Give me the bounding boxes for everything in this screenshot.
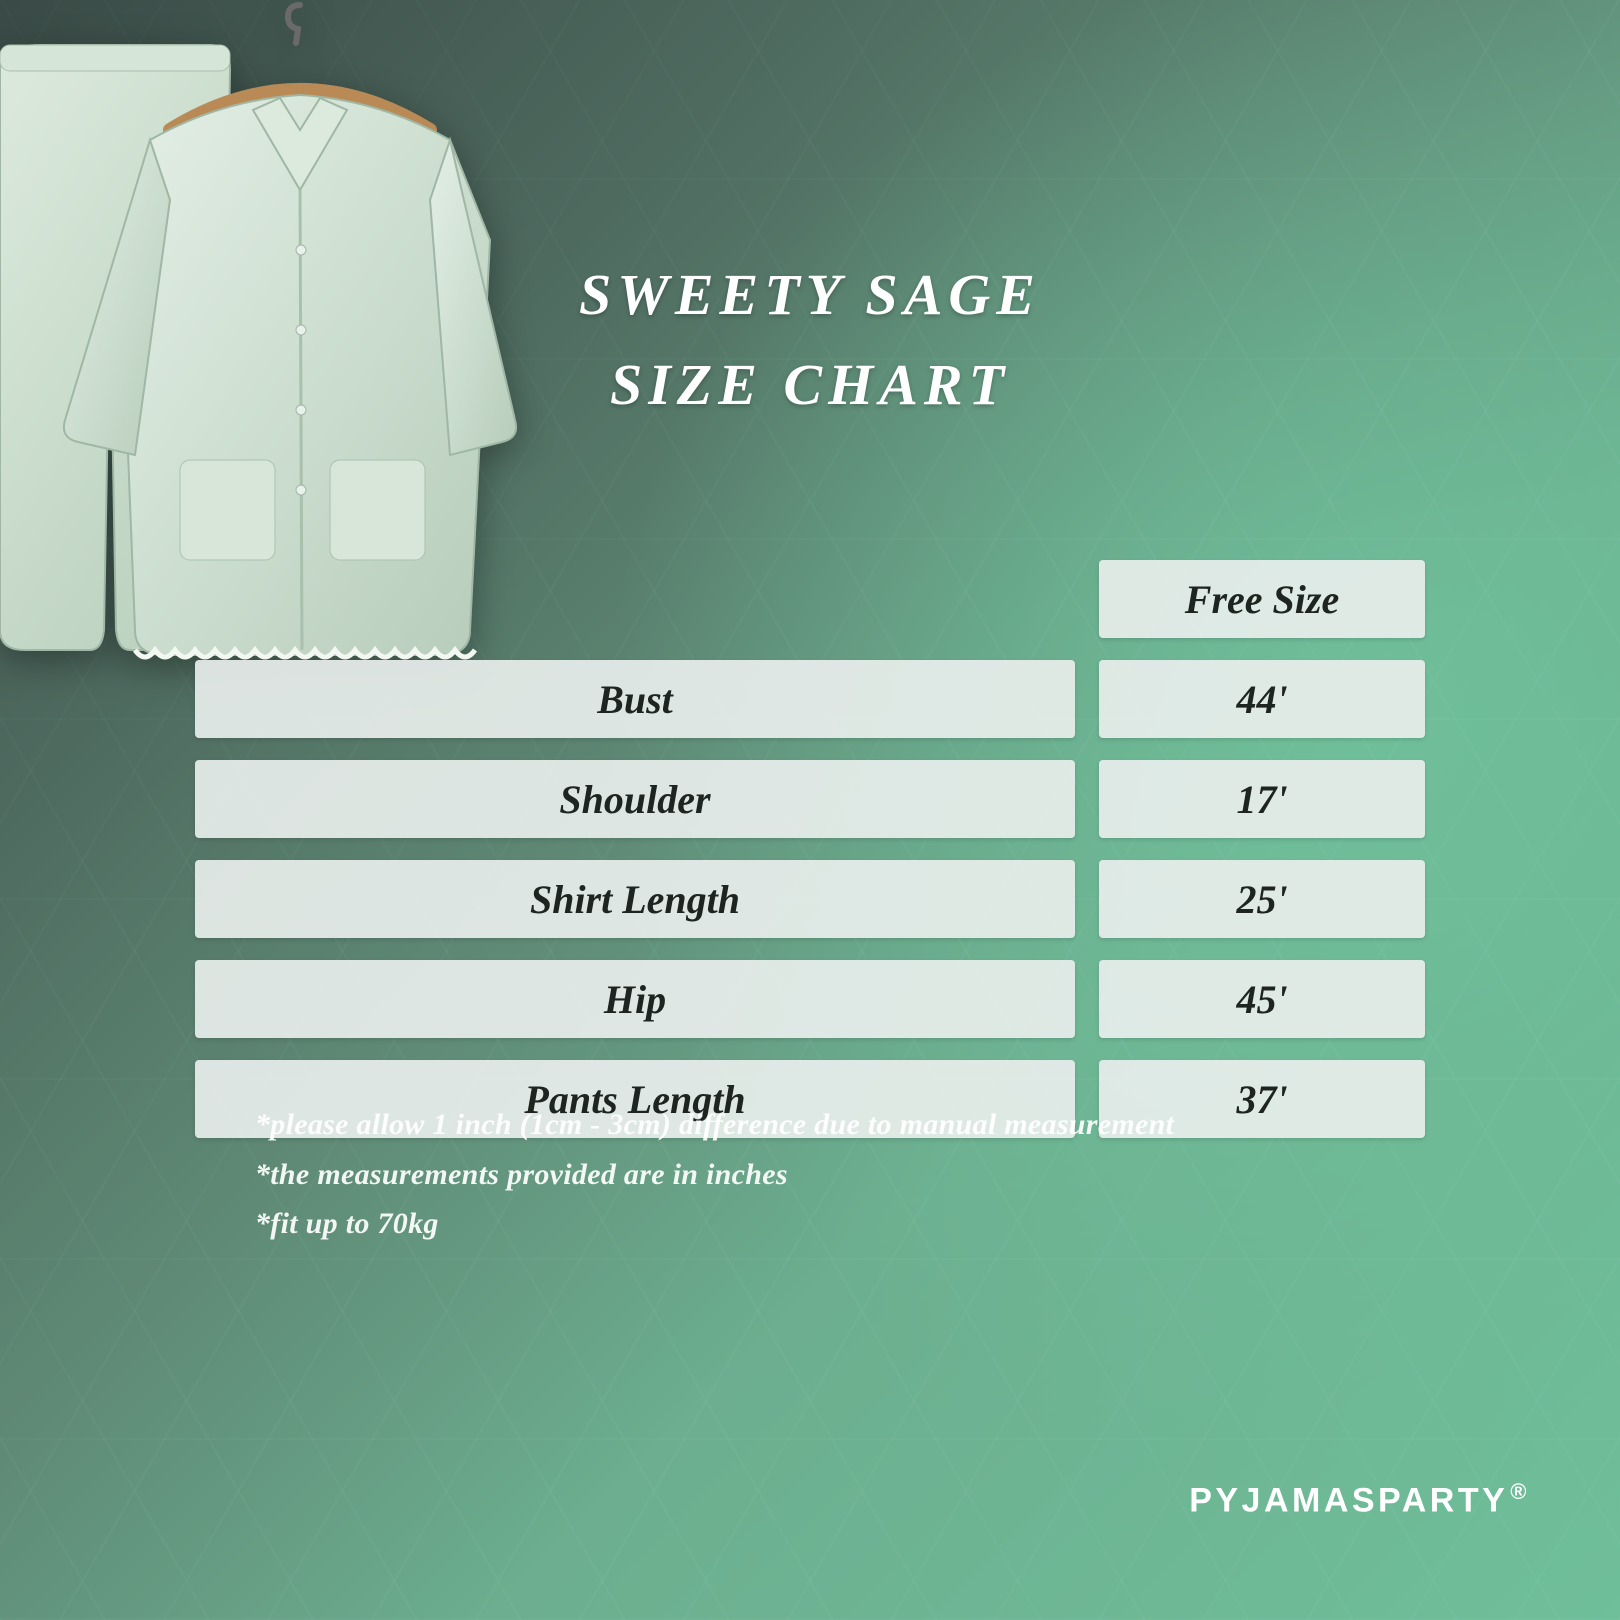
infographic-canvas: SWEETY SAGE SIZE CHART Free Size Bust 44… [0,0,1620,1620]
brand-name: PYJAMASPARTY [1189,1481,1508,1519]
title: SWEETY SAGE SIZE CHART [0,250,1620,430]
footnote-line: *please allow 1 inch (1cm - 3cm) differe… [255,1100,1440,1150]
row-value: 17' [1099,760,1425,838]
row-value: 44' [1099,660,1425,738]
table-row: Hip 45' [195,960,1425,1038]
row-value: 45' [1099,960,1425,1038]
table-row: Shirt Length 25' [195,860,1425,938]
table-row: Shoulder 17' [195,760,1425,838]
footnote-line: *the measurements provided are in inches [255,1150,1440,1200]
table-header-row: Free Size [195,560,1425,638]
header-spacer [195,560,1075,638]
row-label: Bust [195,660,1075,738]
footnote-line: *fit up to 70kg [255,1199,1440,1249]
title-line-2: SIZE CHART [0,340,1620,430]
footnotes: *please allow 1 inch (1cm - 3cm) differe… [255,1100,1440,1249]
brand-wordmark: PYJAMASPARTY® [1189,1479,1530,1520]
registered-icon: ® [1510,1479,1530,1504]
row-label: Shirt Length [195,860,1075,938]
row-label: Hip [195,960,1075,1038]
table-row: Bust 44' [195,660,1425,738]
row-value: 25' [1099,860,1425,938]
size-chart-table: Free Size Bust 44' Shoulder 17' Shirt Le… [195,560,1425,1160]
row-label: Shoulder [195,760,1075,838]
title-line-1: SWEETY SAGE [0,250,1620,340]
header-cell-free-size: Free Size [1099,560,1425,638]
